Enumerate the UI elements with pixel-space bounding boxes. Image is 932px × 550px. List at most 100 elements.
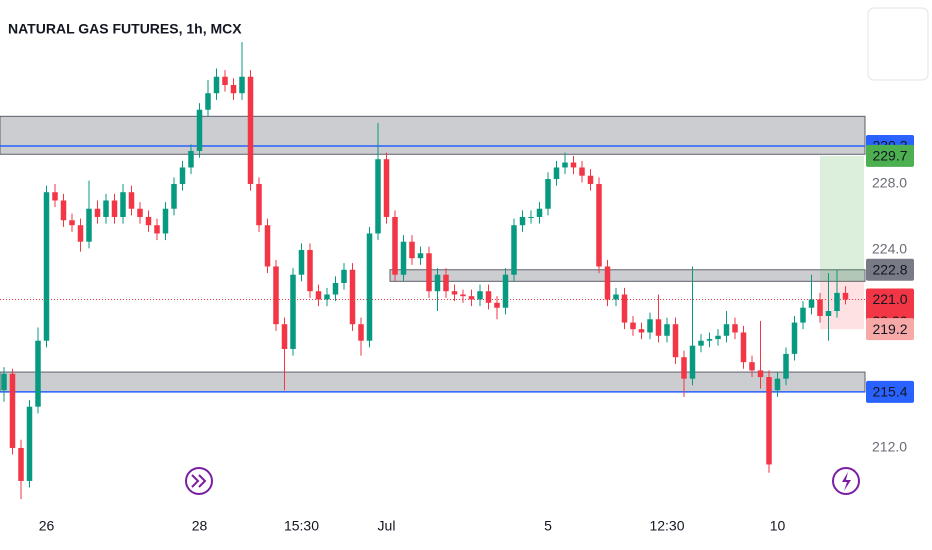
candle-body [502, 274, 509, 308]
candle-body [400, 241, 407, 275]
candle-body [562, 162, 568, 168]
candle-body [9, 373, 16, 448]
candle-body [613, 294, 619, 300]
candle-body [511, 225, 517, 275]
candle-body [468, 296, 475, 300]
event-icon[interactable] [832, 467, 860, 495]
candle-body [664, 324, 670, 336]
y-tick-label: 228.0 [872, 175, 907, 191]
candle-body [672, 324, 679, 358]
candle-body [655, 319, 662, 336]
candle-body [638, 329, 645, 333]
candle-body [621, 294, 628, 323]
candle-body [281, 324, 288, 349]
candle-body [783, 353, 789, 379]
candle-body [383, 159, 390, 217]
replay-arrows [191, 474, 207, 488]
candle-body [222, 76, 228, 85]
candle-body [1, 373, 7, 391]
candle-body [579, 167, 585, 176]
candle-body [647, 319, 653, 333]
x-tick-label: 10 [770, 518, 786, 534]
candle-body [213, 76, 220, 94]
candle-body [341, 269, 347, 283]
candle-body [706, 339, 713, 341]
candle-body [196, 109, 203, 151]
price-label-box [866, 380, 914, 403]
candle-body [324, 294, 330, 300]
x-tick-label: 15:30 [284, 518, 319, 534]
background-layer [0, 115, 866, 393]
price-label-box [866, 258, 914, 281]
candle-body [375, 159, 381, 234]
candle-body [791, 322, 798, 354]
candle-body [111, 200, 118, 217]
candle-body [332, 282, 339, 295]
candle-body [256, 183, 262, 226]
replay-icon[interactable] [185, 467, 213, 495]
candle-body [103, 200, 109, 217]
candle-body [230, 84, 237, 94]
candle-body [630, 322, 636, 330]
price-label-box [866, 144, 914, 167]
candle-body [205, 93, 211, 110]
candle-body [834, 292, 840, 312]
candle-body [26, 406, 33, 481]
candle-body [188, 150, 194, 168]
candle-body [774, 378, 781, 391]
candle-body [715, 335, 721, 340]
candle-body [307, 249, 313, 292]
candle-body [434, 274, 441, 292]
chart-title: NATURAL GAS FUTURES, 1h, MCX [8, 21, 242, 37]
price-label: 215.4 [872, 384, 907, 400]
candle-body [162, 208, 169, 234]
candle-body [392, 216, 398, 275]
candle-body [349, 269, 356, 325]
candle-body [808, 299, 815, 308]
candle-body [426, 253, 432, 292]
candle-body [69, 220, 75, 226]
price-label-box [866, 318, 914, 341]
candle-body [817, 299, 823, 316]
candle-body [137, 208, 143, 217]
side-panel-button[interactable] [867, 7, 929, 81]
candle-body [596, 183, 602, 267]
y-tick-label: 224.0 [872, 241, 907, 257]
candle-body [52, 192, 58, 201]
candle-body [154, 225, 160, 234]
candle-body [723, 324, 730, 336]
candle-body [315, 291, 322, 300]
candle-body [545, 179, 551, 209]
candle-body [451, 291, 458, 295]
x-tick-label: 28 [192, 518, 208, 534]
candle-body [842, 292, 849, 300]
candle-body [477, 291, 483, 300]
candle-body [77, 225, 84, 242]
candle-body [179, 167, 186, 184]
candle-body [689, 345, 696, 379]
candle-body [409, 241, 415, 259]
candle-body [800, 307, 806, 323]
candle-body [298, 249, 305, 275]
candle-body [18, 447, 24, 481]
candle-body [485, 291, 492, 303]
candle-body [553, 167, 560, 180]
candle-body [698, 340, 704, 346]
candle-body [536, 208, 543, 217]
candle-body [528, 216, 534, 218]
candle-body [171, 183, 177, 209]
candle-body [290, 274, 296, 349]
candle-body [460, 294, 466, 297]
candle-body [740, 332, 747, 363]
candle-body [519, 216, 526, 226]
candle-body [570, 162, 577, 168]
candle-body [43, 192, 50, 341]
stop-area [820, 281, 864, 330]
candle-body [417, 253, 424, 259]
candle-body [86, 208, 92, 242]
candle-body [35, 340, 41, 407]
candle-body [120, 192, 126, 217]
candle-body [145, 216, 152, 226]
candle-body [825, 311, 832, 316]
